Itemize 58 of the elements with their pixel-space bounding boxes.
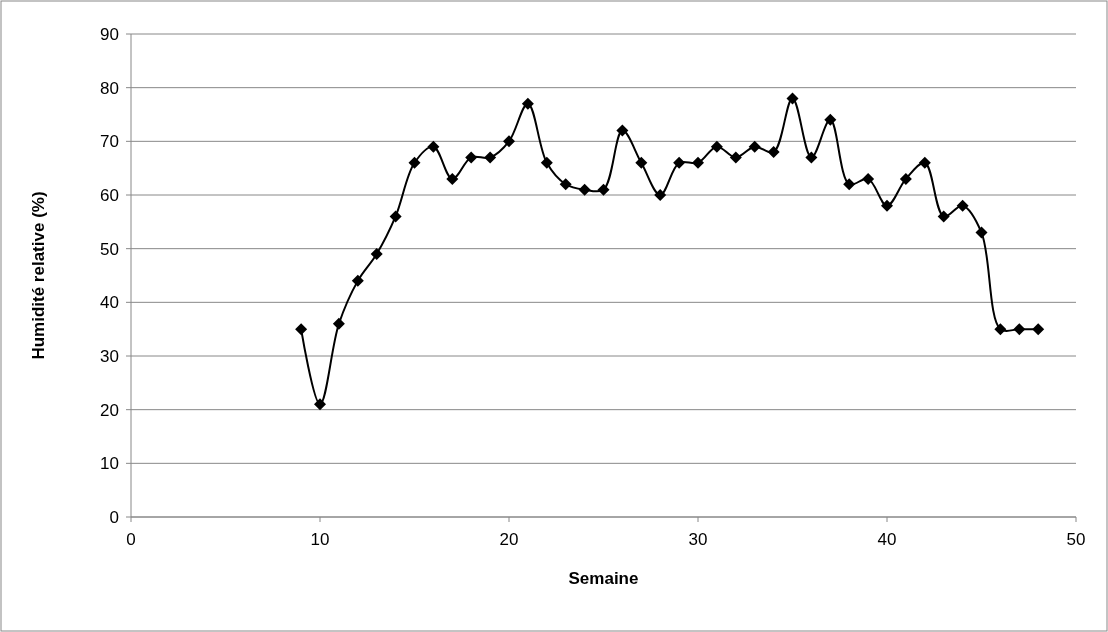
point [1013, 323, 1026, 336]
point [351, 274, 364, 287]
point [559, 178, 572, 191]
y-tick-label: 60 [100, 185, 119, 205]
point [616, 124, 629, 137]
x-tick-label: 20 [499, 530, 519, 549]
point [918, 156, 931, 169]
y-tick-label: 20 [100, 400, 119, 420]
point [578, 183, 591, 196]
point [805, 151, 818, 164]
point [748, 140, 761, 153]
point [1032, 323, 1045, 336]
point [899, 172, 912, 185]
point [465, 151, 478, 164]
point [673, 156, 686, 169]
point [446, 172, 459, 185]
point [295, 323, 308, 336]
x-tick-label: 0 [126, 530, 136, 549]
point [994, 323, 1007, 336]
point [956, 199, 969, 212]
point [937, 210, 950, 223]
point [881, 199, 893, 212]
y-tick-label: 70 [100, 132, 119, 152]
point [370, 248, 383, 261]
point [824, 113, 837, 126]
y-tick-label: 0 [109, 507, 119, 527]
point [484, 151, 497, 164]
y-tick-label: 10 [100, 454, 119, 474]
point [521, 97, 534, 110]
point [408, 156, 421, 169]
y-tick-label: 40 [100, 293, 119, 313]
point [503, 135, 515, 148]
point [332, 317, 345, 330]
point [389, 210, 402, 223]
x-tick-label: 50 [1066, 530, 1086, 549]
point [729, 151, 742, 164]
point [862, 172, 875, 185]
y-tick-label: 90 [100, 24, 119, 44]
point [654, 189, 667, 201]
point [786, 92, 799, 105]
point [540, 156, 553, 169]
y-tick-label: 30 [100, 346, 119, 366]
point [767, 146, 780, 159]
point [427, 140, 440, 153]
y-axis-title: Humidité relative (%) [29, 191, 48, 360]
x-axis-title: Semaine [568, 569, 639, 588]
point [692, 156, 704, 169]
point [635, 156, 648, 169]
x-tick-label: 40 [877, 530, 897, 549]
y-tick-label: 80 [100, 78, 119, 98]
point [710, 140, 723, 153]
point [843, 178, 856, 191]
x-tick-label: 10 [310, 530, 330, 549]
point [314, 398, 326, 411]
y-tick-label: 50 [100, 239, 119, 259]
x-tick-label: 30 [688, 530, 708, 549]
point [975, 226, 988, 239]
point [597, 183, 610, 196]
